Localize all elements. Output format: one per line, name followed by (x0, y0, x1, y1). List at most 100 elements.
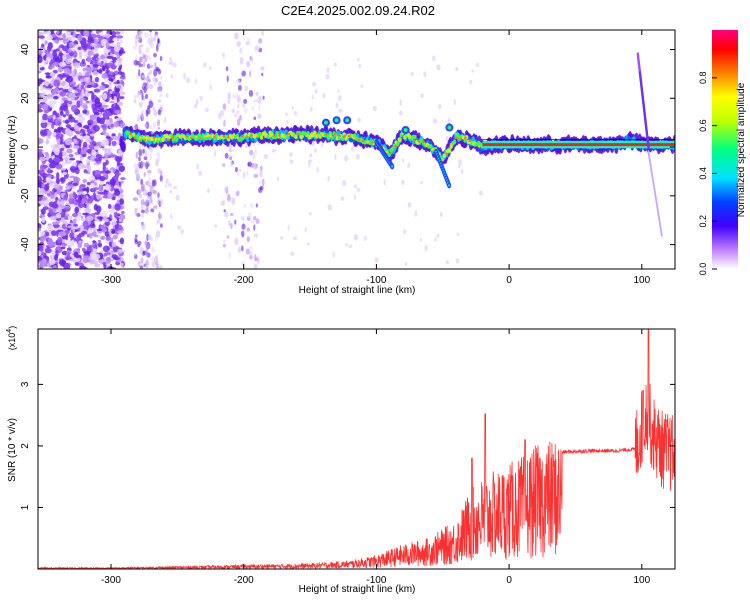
noise-speck (68, 92, 76, 99)
noise-speck (311, 94, 314, 100)
noise-speck (48, 258, 56, 265)
band-peak (426, 143, 430, 146)
noise-speck (94, 76, 100, 83)
noise-speck (111, 221, 118, 226)
noise-speck (82, 188, 89, 192)
noise-speck (316, 166, 319, 173)
noise-speck (158, 80, 162, 88)
noise-speck (155, 230, 161, 238)
noise-speck (157, 69, 162, 75)
spectrogram-y-tick-label: -40 (20, 237, 31, 252)
noise-speck (157, 109, 162, 116)
noise-speck (40, 121, 48, 129)
colorbar-ticks: 0.0 0.2 0.4 0.6 0.8 (698, 72, 717, 275)
noise-speck (93, 212, 101, 215)
noise-speck (105, 235, 111, 241)
noise-speck (348, 244, 353, 248)
spectrogram-frame (37, 29, 676, 270)
noise-speck (38, 50, 44, 55)
noise-speck (103, 48, 110, 55)
noise-speck (308, 160, 311, 168)
noise-speck (234, 113, 237, 118)
noise-speck (225, 66, 229, 72)
noise-speck (68, 153, 74, 158)
noise-speck (236, 190, 240, 197)
noise-speck (95, 30, 100, 35)
noise-speck (111, 217, 118, 223)
noise-speck (52, 221, 59, 226)
noise-speck (258, 170, 263, 177)
noise-speck (51, 202, 58, 209)
noise-speck (96, 69, 103, 73)
noise-speck (39, 164, 47, 171)
noise-speck (59, 168, 66, 171)
noise-speck (83, 169, 89, 174)
noise-speck (245, 248, 250, 255)
noise-speck (99, 216, 103, 222)
noise-speck (38, 194, 43, 202)
noise-speck (83, 242, 90, 248)
band-peak (371, 140, 374, 144)
noise-speck (116, 97, 120, 103)
noise-speck (61, 250, 68, 256)
noise-speck (287, 224, 290, 231)
band-peak (180, 134, 184, 138)
band-core (453, 139, 457, 145)
noise-speck (108, 80, 112, 86)
noise-speck (147, 72, 150, 77)
noise-speck (68, 258, 75, 262)
band-peak (278, 134, 281, 137)
noise-speck (138, 156, 141, 162)
band-peak (250, 134, 253, 137)
noise-speck (159, 75, 163, 80)
noise-speck (62, 161, 66, 166)
band-peak (338, 134, 342, 138)
noise-speck (345, 242, 349, 247)
noise-speck (150, 246, 155, 253)
noise-speck (87, 38, 93, 44)
noise-speck (41, 196, 48, 201)
noise-speck (55, 163, 63, 170)
noise-speck (116, 160, 121, 167)
noise-speck (236, 95, 241, 103)
noise-speck (64, 138, 72, 146)
noise-speck (64, 157, 69, 165)
noise-speck (149, 69, 152, 76)
noise-speck (80, 84, 84, 91)
noise-speck (228, 220, 231, 227)
noise-speck (138, 260, 141, 268)
noise-speck (82, 220, 89, 228)
noise-speck (308, 212, 312, 216)
noise-speck (81, 247, 86, 252)
noise-speck (134, 196, 138, 202)
band-peak (208, 134, 212, 137)
noise-speck (156, 263, 159, 269)
noise-speck (52, 55, 60, 62)
noise-speck (223, 209, 226, 213)
noise-speck (78, 240, 84, 244)
noise-speck (170, 213, 173, 220)
band-peak (245, 135, 249, 139)
noise-speck (175, 194, 180, 201)
noise-speck (291, 105, 294, 110)
spectrogram-y-tick-label: 0 (20, 144, 31, 150)
noise-speck (45, 56, 51, 63)
noise-speck (68, 193, 73, 199)
band-core (461, 135, 465, 140)
colorbar-tick-label: 0.4 (698, 167, 708, 180)
noise-speck (144, 150, 148, 157)
noise-speck (143, 76, 146, 81)
diagonal-streak (655, 198, 658, 203)
noise-speck (67, 176, 72, 183)
diagonal-streak (648, 155, 651, 160)
noise-speck (82, 109, 88, 114)
noise-speck (58, 52, 64, 57)
colorbar-tick-label: 0.6 (698, 119, 708, 132)
noise-speck (100, 235, 106, 241)
noise-speck (106, 266, 114, 269)
noise-speck (83, 255, 91, 260)
noise-speck (152, 121, 157, 129)
noise-speck (159, 55, 163, 62)
noise-speck (170, 60, 173, 65)
noise-speck (77, 243, 83, 249)
